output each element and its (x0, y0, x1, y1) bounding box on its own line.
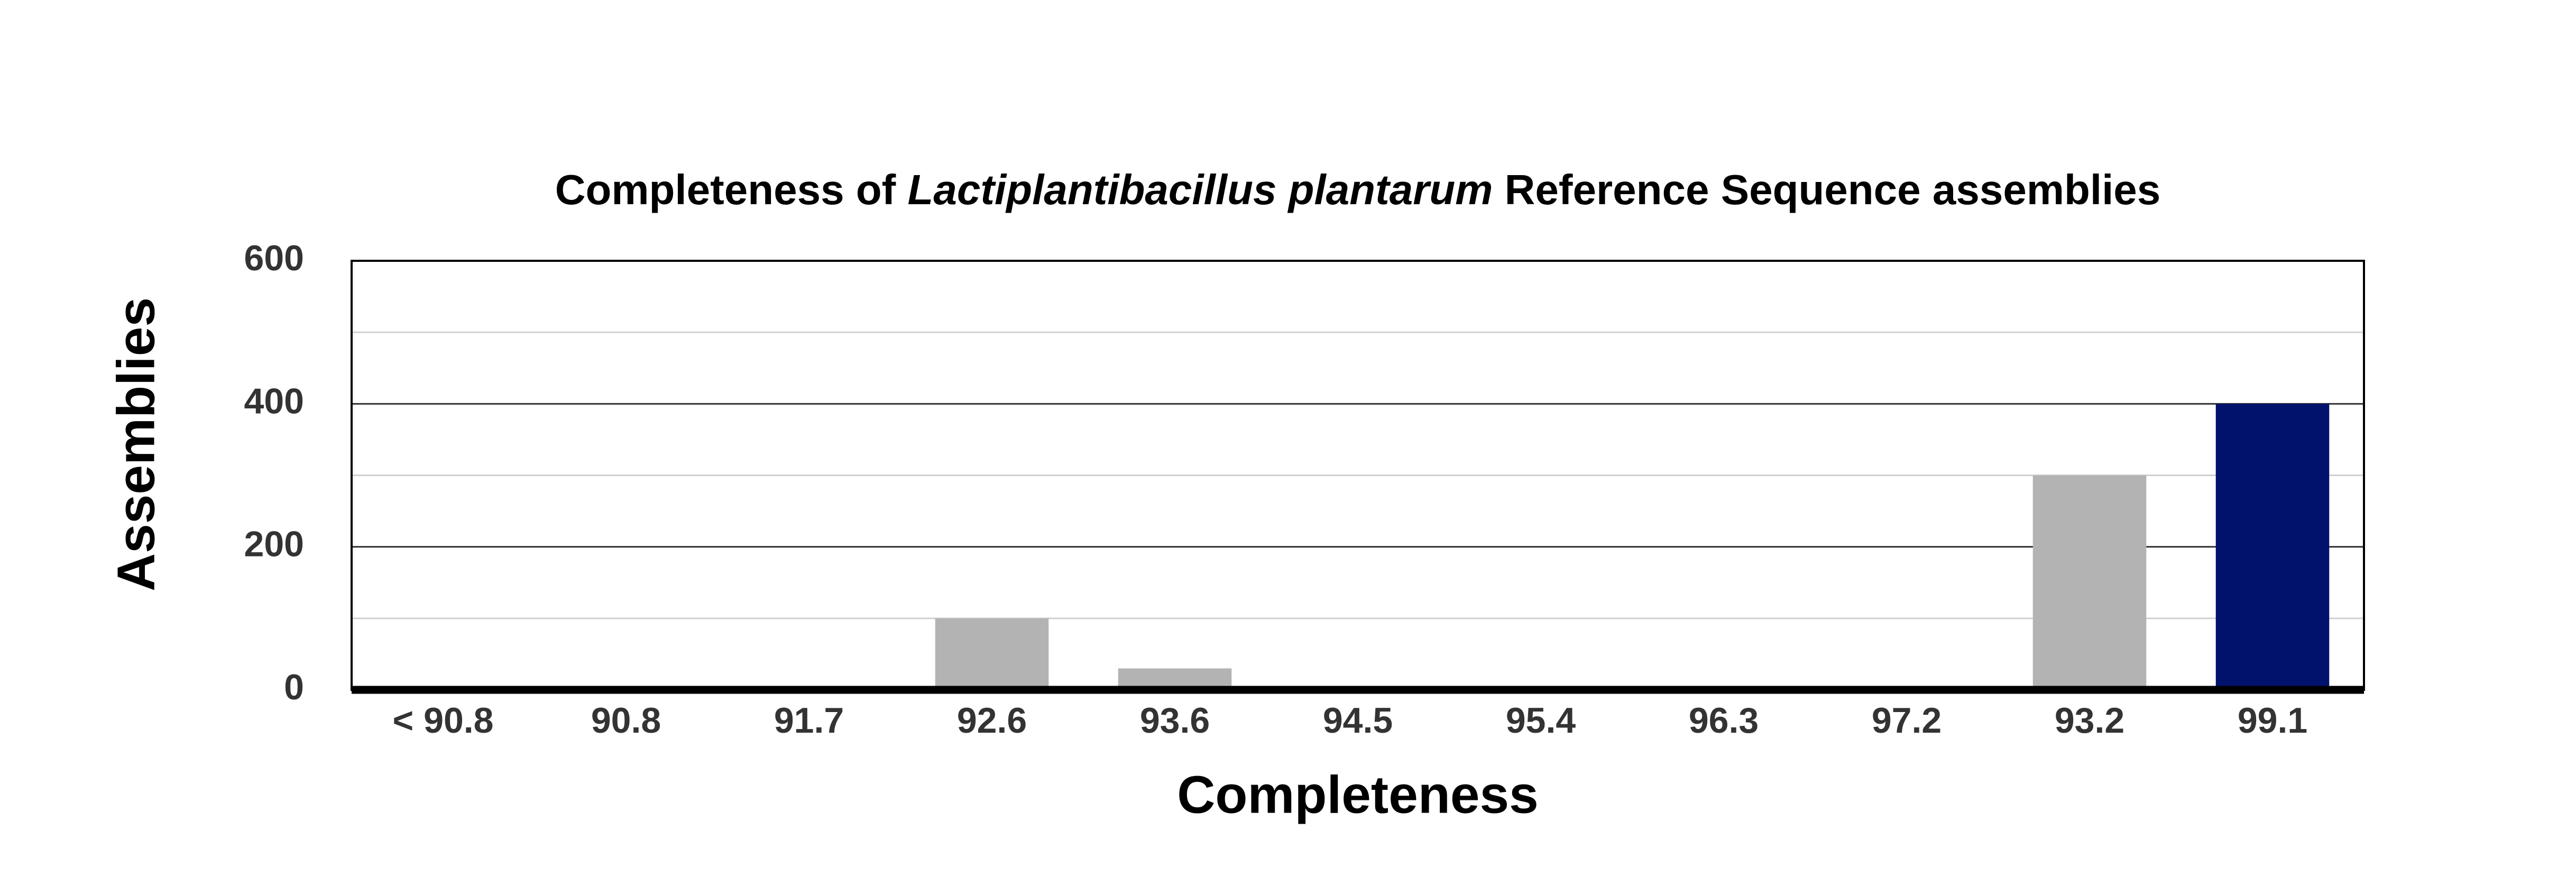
x-tick-label: 99.1 (2238, 700, 2307, 741)
title-part: Reference Sequence assemblies (1493, 166, 2160, 213)
x-tick-label: 94.5 (1323, 700, 1393, 741)
x-tick-label: 93.2 (2055, 700, 2124, 741)
x-tick-label: 97.2 (1872, 700, 1942, 741)
y-tick-label: 400 (244, 381, 304, 421)
y-tick-label: 0 (284, 667, 304, 707)
x-tick-label: 96.3 (1689, 700, 1759, 741)
title-part: Completeness of (555, 166, 908, 213)
x-tick-label: 93.6 (1140, 700, 1210, 741)
chart-title: Completeness of Lactiplantibacillus plan… (555, 166, 2161, 213)
x-tick-label: 91.7 (774, 700, 844, 741)
x-tick-label: 92.6 (957, 700, 1027, 741)
y-tick-label: 200 (244, 524, 304, 564)
bar (935, 618, 1049, 690)
x-tick-label: 95.4 (1506, 700, 1576, 741)
bar (2032, 475, 2147, 690)
x-tick-label: 90.8 (591, 700, 661, 741)
x-axis-title: Completeness (1177, 765, 1539, 824)
y-tick-label: 600 (244, 238, 304, 278)
y-axis-title: Assemblies (106, 297, 165, 591)
bar (2215, 404, 2330, 690)
x-tick-label: < 90.8 (393, 700, 494, 741)
title-part: Lactiplantibacillus plantarum (908, 166, 1493, 213)
